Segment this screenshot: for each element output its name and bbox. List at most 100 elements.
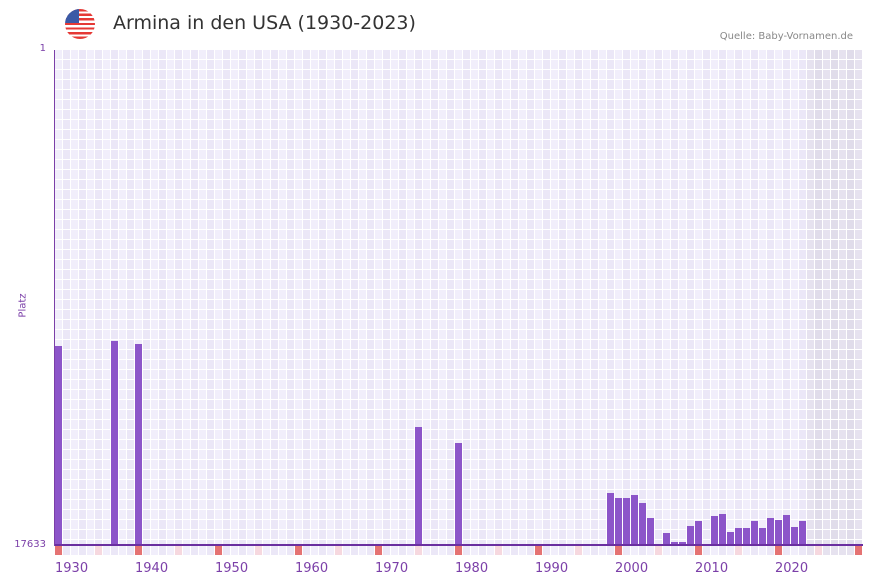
grid-cell <box>799 460 806 469</box>
grid-cell <box>759 250 766 259</box>
grid-cell <box>327 80 334 89</box>
grid-cell <box>823 280 830 289</box>
grid-cell <box>447 170 454 179</box>
grid-cell <box>319 260 326 269</box>
grid-cell <box>583 440 590 449</box>
grid-cell <box>567 200 574 209</box>
grid-cell <box>551 340 558 349</box>
grid-cell <box>535 530 542 539</box>
grid-cell <box>719 100 726 109</box>
grid-cell <box>823 250 830 259</box>
grid-cell <box>399 470 406 479</box>
grid-cell <box>79 170 86 179</box>
grid-cell <box>567 450 574 459</box>
grid-cell <box>223 110 230 119</box>
grid-cell <box>519 90 526 99</box>
grid-cell <box>439 370 446 379</box>
grid-cell <box>479 250 486 259</box>
grid-cell <box>767 290 774 299</box>
grid-cell <box>839 530 846 539</box>
grid-cell <box>439 500 446 509</box>
grid-cell <box>175 300 182 309</box>
grid-cell <box>543 360 550 369</box>
grid-cell <box>575 100 582 109</box>
grid-cell <box>711 410 718 419</box>
grid-cell <box>567 360 574 369</box>
grid-cell <box>167 100 174 109</box>
grid-cell <box>551 540 558 545</box>
grid-cell <box>607 300 614 309</box>
grid-cell <box>271 380 278 389</box>
grid-cell <box>343 440 350 449</box>
grid-cell <box>567 230 574 239</box>
grid-cell <box>447 270 454 279</box>
grid-cell <box>679 530 686 539</box>
grid-cell <box>687 350 694 359</box>
grid-cell <box>391 420 398 429</box>
grid-cell <box>559 230 566 239</box>
grid-cell <box>711 380 718 389</box>
grid-cell <box>279 90 286 99</box>
grid-cell <box>807 70 814 79</box>
grid-cell <box>503 400 510 409</box>
grid-cell <box>703 320 710 329</box>
grid-cell <box>335 250 342 259</box>
grid-cell <box>655 340 662 349</box>
grid-cell <box>231 360 238 369</box>
grid-cell <box>207 240 214 249</box>
grid-cell <box>551 530 558 539</box>
grid-cell <box>79 90 86 99</box>
grid-cell <box>127 240 134 249</box>
grid-cell <box>567 210 574 219</box>
grid-cell <box>359 130 366 139</box>
grid-cell <box>327 140 334 149</box>
grid-cell <box>135 120 142 129</box>
grid-cell <box>823 450 830 459</box>
grid-cell <box>799 390 806 399</box>
grid-cell <box>775 420 782 429</box>
grid-cell <box>183 270 190 279</box>
grid-cell <box>391 480 398 489</box>
grid-cell <box>783 160 790 169</box>
grid-cell <box>663 180 670 189</box>
grid-cell <box>783 340 790 349</box>
grid-cell <box>751 490 758 499</box>
grid-cell <box>783 120 790 129</box>
grid-cell <box>55 200 62 209</box>
grid-cell <box>847 460 854 469</box>
grid-cell <box>287 460 294 469</box>
grid-cell <box>711 290 718 299</box>
grid-cell <box>255 230 262 239</box>
grid-cell <box>143 220 150 229</box>
grid-cell <box>695 480 702 489</box>
grid-cell <box>311 330 318 339</box>
grid-cell <box>703 400 710 409</box>
grid-cell <box>527 130 534 139</box>
grid-cell <box>503 520 510 529</box>
grid-cell <box>447 220 454 229</box>
grid-cell <box>111 60 118 69</box>
grid-cell <box>743 310 750 319</box>
grid-cell <box>175 200 182 209</box>
grid-cell <box>303 100 310 109</box>
grid-cell <box>87 140 94 149</box>
grid-cell <box>327 130 334 139</box>
grid-cell <box>711 80 718 89</box>
grid-cell <box>207 490 214 499</box>
grid-cell <box>703 60 710 69</box>
grid-cell <box>247 460 254 469</box>
grid-cell <box>207 450 214 459</box>
grid-cell <box>55 130 62 139</box>
grid-cell <box>447 540 454 545</box>
grid-cell <box>631 310 638 319</box>
grid-cell <box>335 190 342 199</box>
grid-cell <box>495 380 502 389</box>
grid-cell <box>271 50 278 59</box>
grid-cell <box>239 180 246 189</box>
grid-cell <box>735 90 742 99</box>
grid-cell <box>143 310 150 319</box>
grid-cell <box>791 510 798 519</box>
grid-cell <box>735 260 742 269</box>
grid-cell <box>151 240 158 249</box>
grid-cell <box>223 100 230 109</box>
